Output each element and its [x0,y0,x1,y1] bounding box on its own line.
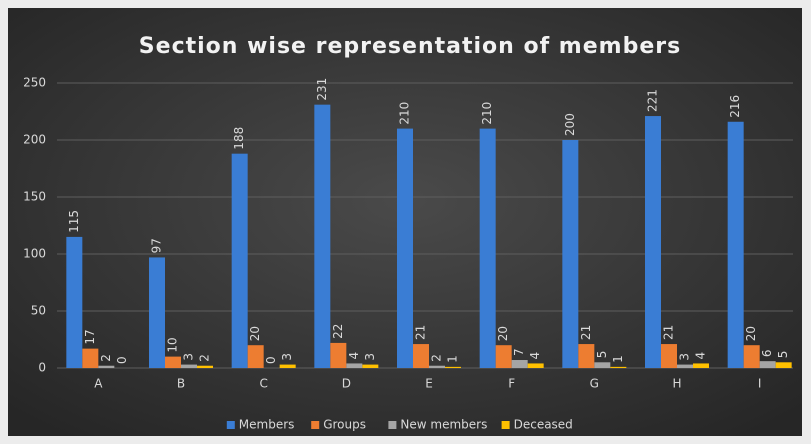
bar [181,364,197,368]
bar [362,364,379,368]
value-label: 216 [728,95,742,118]
bar [314,104,331,368]
value-label: 3 [363,353,377,361]
bar [397,128,413,368]
bar [66,236,83,368]
x-tick-label: B [177,377,185,391]
y-tick-label: 250 [23,76,46,90]
value-label: 5 [595,351,609,359]
value-label: 17 [83,329,97,344]
bar [775,362,792,368]
value-label: 200 [563,113,577,136]
value-label: 3 [182,353,196,361]
legend-label: Groups [323,418,366,432]
bar [661,344,677,368]
y-tick-label: 200 [23,133,46,147]
bar [562,140,579,368]
bar [165,356,181,368]
legend-label: New members [400,418,487,432]
value-label: 0 [264,356,278,364]
bar [727,121,744,368]
bar [645,116,661,368]
bar [578,344,595,368]
y-tick-label: 0 [38,361,46,375]
value-label: 4 [694,352,708,360]
value-label: 21 [662,325,676,340]
legend-swatch [311,421,320,429]
bar [149,257,165,368]
chart-title: Section wise representation of members [139,34,681,59]
x-tick-label: F [508,377,515,391]
bar [610,366,627,368]
legend-swatch [388,421,397,429]
value-label: 4 [347,352,361,360]
value-label: 3 [280,353,294,361]
value-label: 210 [480,102,494,125]
value-label: 1 [446,355,460,363]
legend-label: Deceased [514,418,573,432]
value-label: 3 [678,353,692,361]
value-label: 6 [760,350,774,358]
x-tick-label: C [259,377,267,391]
legend-swatch [501,421,510,429]
bar [279,364,296,368]
value-label: 20 [744,326,758,341]
x-tick-label: E [425,377,433,391]
bar [527,363,544,368]
x-tick-label: D [342,377,351,391]
value-label: 10 [166,337,180,352]
value-label: 0 [115,356,129,364]
bar [479,128,496,368]
y-tick-label: 150 [23,190,46,204]
legend-swatch [226,421,235,429]
value-label: 20 [248,326,262,341]
bar [677,364,693,368]
bar [445,366,461,368]
bar [413,344,429,368]
value-label: 20 [496,326,510,341]
y-tick-label: 100 [23,247,46,261]
bar [98,365,115,368]
value-label: 210 [398,102,412,125]
x-tick-label: G [590,377,599,391]
value-label: 21 [414,325,428,340]
value-label: 188 [232,127,246,150]
bar [693,363,709,368]
value-label: 1 [611,355,625,363]
value-label: 221 [646,89,660,112]
value-label: 4 [528,352,542,360]
value-label: 2 [99,354,113,362]
value-label: 2 [198,354,212,362]
bar [247,345,264,368]
bar [429,365,445,368]
bar [197,365,213,368]
bar [759,361,776,368]
bar [346,363,363,368]
value-label: 231 [315,78,329,101]
value-label: 7 [512,348,526,356]
bar [330,342,347,368]
bar [511,360,528,368]
bar [231,153,248,368]
bar [82,348,99,368]
value-label: 5 [776,351,790,359]
bar [594,362,611,368]
bar [495,345,512,368]
value-label: 22 [331,324,345,339]
value-label: 115 [67,210,81,233]
x-tick-label: H [672,377,681,391]
x-tick-label: A [94,377,103,391]
bar [743,345,760,368]
value-label: 2 [430,354,444,362]
y-tick-label: 50 [31,304,46,318]
value-label: 97 [150,238,164,253]
x-tick-label: I [758,377,762,391]
value-label: 21 [579,325,593,340]
legend-label: Members [239,418,295,432]
